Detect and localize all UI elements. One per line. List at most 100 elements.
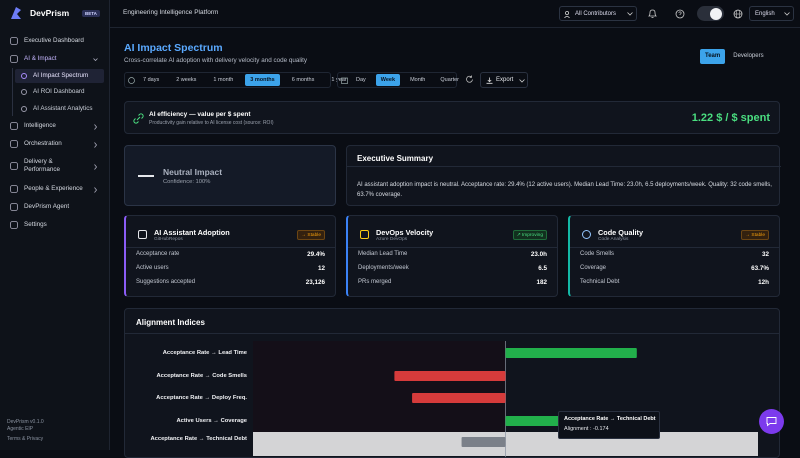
bar [461, 437, 506, 447]
nav-item[interactable] [0, 137, 110, 151]
language-select[interactable]: English [749, 6, 794, 21]
metric-icon [360, 230, 369, 239]
bar [412, 393, 506, 403]
icon-shape [10, 122, 18, 130]
topbar: Engineering Intelligence Platform All Co… [110, 0, 800, 28]
range-filter: 7 days 2 weeks 1 month 3 months 6 months 1 ye… [124, 72, 347, 88]
metric-value: 29.4% [307, 251, 325, 258]
nav-label: Intelligence [24, 122, 56, 129]
nav-icon [10, 185, 18, 193]
chevron [94, 124, 98, 130]
metric-source: Azure DevOps [376, 237, 408, 242]
nav-item[interactable] [0, 218, 110, 232]
bar [505, 416, 562, 426]
page-subtitle: Cross-correlate AI adoption with deliver… [124, 57, 308, 64]
chevron [94, 164, 98, 170]
brand: DevPrism [30, 8, 70, 18]
sidebar-footer[interactable]: Terms & Privacy [7, 436, 44, 442]
nav-child-label[interactable]: AI Impact Spectrum [33, 72, 89, 79]
metric-value: 6.5 [538, 265, 547, 272]
help-icon[interactable] [675, 9, 685, 19]
contributors-select[interactable]: All Contributors [559, 6, 637, 21]
sidebar-footer: DevPrism v0.1.0 [7, 419, 44, 425]
impact-label: Neutral Impact [163, 167, 223, 177]
range-button[interactable]: 1 year [331, 77, 347, 83]
bell-icon[interactable] [648, 9, 657, 19]
nav-label: AI & Impact [24, 55, 57, 62]
trend-badge: ↗ Improving [512, 230, 547, 240]
range-button[interactable]: 1 month [213, 77, 234, 83]
metric-label: Coverage [580, 265, 607, 271]
granularity-button[interactable]: Quarter [440, 77, 460, 83]
metric-card: AI Assistant Adoption GitHubRepos → Stable… [124, 215, 336, 297]
range-button[interactable]: 2 weeks [176, 77, 197, 83]
topbar-title: Engineering Intelligence Platform [123, 9, 219, 16]
metric-title: AI Assistant Adoption [154, 228, 230, 237]
team-button[interactable]: Team [700, 49, 726, 64]
trend-badge: → Stable [297, 230, 325, 240]
refresh-icon[interactable] [465, 75, 474, 84]
nav-label: People & Experience [24, 185, 83, 192]
theme-toggle[interactable] [697, 6, 724, 21]
chart-title: Alignment Indices [136, 318, 205, 327]
divider [570, 247, 780, 248]
granularity-filter: Day Week Month Quarter [337, 72, 459, 88]
metric-value: 32 [761, 251, 769, 258]
icon-shape [10, 162, 18, 170]
granularity-button[interactable]: Day [356, 77, 366, 83]
nav-item[interactable] [0, 34, 110, 48]
divider [348, 247, 558, 248]
granularity-button[interactable]: Month [410, 77, 426, 83]
nav-item[interactable] [0, 119, 110, 133]
nav-icon [10, 122, 18, 130]
metric-label: Active users [136, 265, 169, 271]
category-label: Acceptance Rate → Code Smells [156, 373, 247, 379]
nav-child-label[interactable]: AI Assistant Analytics [33, 105, 93, 112]
sidebar-footer: Agentic EIP [7, 426, 34, 432]
category-label: Active Users → Coverage [176, 418, 247, 424]
globe-icon[interactable] [733, 9, 743, 19]
granularity-button[interactable]: Week [375, 74, 401, 86]
beta-badge: BETA [82, 10, 100, 17]
metric-label: Suggestions accepted [136, 279, 196, 285]
developers-button[interactable]: Developers [733, 53, 764, 59]
efficiency-value: 1.22 $ / $ spent [691, 112, 770, 124]
nav-item[interactable] [0, 159, 110, 173]
impact-confidence: Confidence: 100% [163, 179, 211, 185]
view-toggle: Team Developers [699, 48, 780, 65]
child-rail [12, 68, 13, 116]
metric-icon [582, 230, 591, 239]
range-button[interactable]: 7 days [143, 77, 160, 83]
category-label: Acceptance Rate → Lead Time [162, 350, 247, 356]
metric-value: 63.7% [751, 265, 769, 272]
efficiency-subtitle: Productivity gain relative to AI license… [149, 120, 274, 126]
bar [505, 348, 637, 358]
range-button[interactable]: 6 months [291, 77, 315, 83]
export-button[interactable]: Export [480, 72, 528, 88]
metric-label: Median Lead Time [358, 251, 408, 257]
chevron [784, 12, 790, 16]
neutral-indicator [138, 175, 154, 177]
icon-shape [10, 140, 18, 148]
plot-background [253, 341, 506, 433]
chevron-path [94, 187, 98, 193]
efficiency-title: AI efficiency — value per $ spent [149, 111, 251, 118]
export-label: Export [496, 77, 514, 83]
nav-item[interactable] [0, 182, 110, 196]
toggle-knob [710, 7, 722, 20]
range-button[interactable]: 3 months [245, 74, 280, 86]
tooltip: Acceptance Rate → Technical Debt Alignmen… [558, 411, 660, 439]
nav-item[interactable] [0, 200, 110, 214]
nav-child-icon [21, 89, 27, 95]
summary-card: Executive Summary AI assistant adoption … [346, 145, 781, 206]
agent-chat-button[interactable] [759, 409, 784, 434]
metric-value: 23.0h [530, 251, 547, 258]
chevron-path [94, 124, 98, 130]
nav-child-label[interactable]: AI ROI Dashboard [33, 88, 85, 95]
chat-icon [766, 417, 777, 427]
nav-label: Settings [24, 221, 47, 228]
divider [347, 166, 781, 167]
metric-source: Code Analysis [598, 237, 629, 242]
nav-item[interactable] [0, 52, 110, 66]
metric-label: Technical Debt [580, 279, 620, 285]
